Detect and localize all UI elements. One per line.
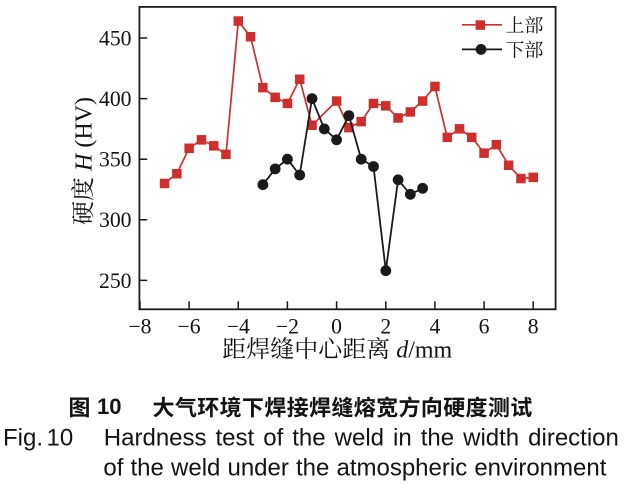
svg-text:the: the [292, 425, 325, 452]
svg-text:direction: direction [528, 425, 619, 452]
svg-text:6: 6 [479, 314, 490, 338]
svg-text:8: 8 [528, 314, 539, 338]
svg-text:the: the [421, 425, 454, 452]
svg-text:400: 400 [99, 87, 132, 111]
svg-text:4: 4 [429, 314, 440, 338]
svg-text:Hardness: Hardness [104, 425, 207, 452]
svg-text:300: 300 [99, 208, 132, 232]
svg-text:2: 2 [380, 314, 391, 338]
svg-text:width: width [462, 425, 519, 452]
svg-text:weld: weld [334, 425, 384, 452]
svg-text:weld: weld [170, 455, 220, 482]
svg-text:in: in [393, 425, 412, 452]
svg-text:d/mm: d/mm [396, 337, 452, 363]
svg-text:H (HV): H (HV) [72, 97, 98, 172]
svg-text:of: of [263, 425, 283, 452]
svg-text:the: the [296, 455, 329, 482]
svg-text:of: of [103, 455, 123, 482]
svg-text:350: 350 [99, 148, 132, 172]
svg-text:environment: environment [474, 455, 606, 482]
svg-text:0: 0 [331, 314, 342, 338]
svg-text:the: the [131, 455, 164, 482]
svg-text:10: 10 [47, 425, 74, 452]
svg-text:10: 10 [97, 394, 121, 419]
svg-text:250: 250 [99, 269, 132, 293]
svg-text:−2: −2 [276, 314, 299, 338]
svg-text:under: under [227, 455, 288, 482]
svg-text:−4: −4 [227, 314, 250, 338]
svg-text:−8: −8 [128, 314, 151, 338]
svg-text:atmospheric: atmospheric [336, 455, 467, 482]
svg-text:−6: −6 [178, 314, 201, 338]
svg-text:450: 450 [99, 26, 132, 50]
svg-text:Fig.: Fig. [3, 425, 43, 452]
svg-text:test: test [216, 425, 255, 452]
